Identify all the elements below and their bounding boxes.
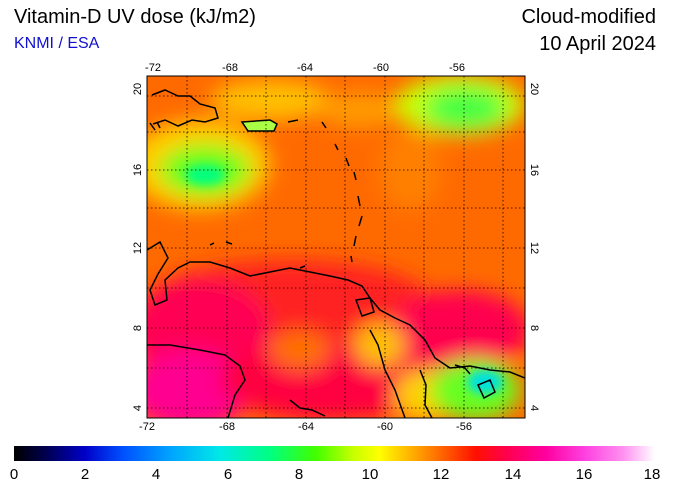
colorbar-label: 2 <box>80 466 90 483</box>
lon-tick-top: -68 <box>222 62 238 74</box>
colorbar-label: 8 <box>294 466 304 483</box>
coast-misc <box>149 121 161 131</box>
coast-lesser-antilles <box>287 119 363 263</box>
colorbar-label: 0 <box>9 466 19 483</box>
lon-tick-top: -72 <box>145 62 161 74</box>
lake-brokopondo <box>476 379 496 400</box>
lat-tick-left: 8 <box>132 325 144 331</box>
graticule <box>147 76 525 418</box>
coast-guiana <box>454 364 471 375</box>
lat-tick-right: 20 <box>528 83 540 95</box>
lon-tick-top: -60 <box>373 62 389 74</box>
coast-hispaniola <box>151 89 219 127</box>
border-guyana <box>369 329 406 418</box>
coastlines <box>147 89 525 418</box>
lat-tick-left: 4 <box>132 405 144 411</box>
lon-tick-bottom: -64 <box>298 421 314 433</box>
credit-label: KNMI / ESA <box>14 35 100 52</box>
coast-abc-islands <box>209 241 306 269</box>
lon-tick-bottom: -68 <box>219 421 235 433</box>
uv-field <box>147 76 525 418</box>
lon-tick-bottom: -72 <box>139 421 155 433</box>
colorbar-label: 18 <box>643 466 661 483</box>
coast-south-america <box>147 240 525 379</box>
lat-tick-right: 16 <box>528 164 540 176</box>
lon-tick-bottom: -56 <box>456 421 472 433</box>
lat-tick-left: 16 <box>132 164 144 176</box>
lat-tick-right: 12 <box>528 242 540 254</box>
lon-tick-top: -64 <box>297 62 313 74</box>
date-label: 10 April 2024 <box>539 33 656 55</box>
river-orinoco <box>147 344 246 418</box>
coast-puerto-rico <box>240 119 278 132</box>
lat-tick-right: 8 <box>528 325 540 331</box>
colorbar-label: 6 <box>223 466 233 483</box>
lon-tick-top: -56 <box>449 62 465 74</box>
border-suriname <box>419 369 433 418</box>
lon-tick-bottom: -60 <box>377 421 393 433</box>
lat-tick-right: 4 <box>528 405 540 411</box>
colorbar-label: 10 <box>361 466 379 483</box>
colorbar-label: 14 <box>504 466 522 483</box>
colorbar-label: 12 <box>432 466 450 483</box>
map-title: Vitamin-D UV dose (kJ/m2) <box>14 6 256 28</box>
map-frame <box>146 75 526 419</box>
colorbar-label: 16 <box>575 466 593 483</box>
lat-tick-left: 20 <box>132 83 144 95</box>
colorbar <box>14 446 655 461</box>
colorbar-label: 4 <box>151 466 161 483</box>
coast-trinidad <box>354 297 375 317</box>
mode-label: Cloud-modified <box>521 6 656 28</box>
lat-tick-left: 12 <box>132 242 144 254</box>
